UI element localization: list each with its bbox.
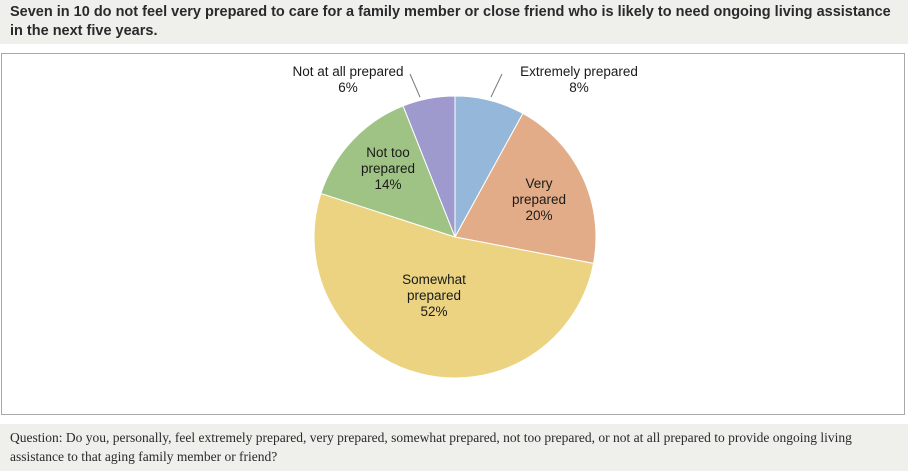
pie-slice-not-too-prepared [320, 105, 456, 238]
slice-label-not-too-prepared: Not too prepared 14% [361, 145, 415, 192]
slice-label-not-at-all-prepared: Not at all prepared 6% [292, 64, 403, 95]
pie-slice-somewhat-prepared [313, 192, 595, 379]
leader-line [409, 73, 421, 98]
pie-slice-very-prepared [454, 112, 597, 265]
pie-slices [313, 95, 597, 379]
slice-label-somewhat-prepared: Somewhat prepared 52% [402, 272, 466, 319]
chart-title: Seven in 10 do not feel very prepared to… [10, 4, 891, 39]
pie-slice-not-at-all-prepared [402, 95, 456, 238]
chart-title-bar: Seven in 10 do not feel very prepared to… [0, 0, 908, 44]
slice-label-extremely-prepared: Extremely prepared 8% [520, 64, 638, 95]
question-bar: Question: Do you, personally, feel extre… [0, 424, 908, 471]
chart-area: Extremely prepared 8% Very prepared 20% Somew… [1, 53, 905, 415]
leader-line [490, 73, 503, 98]
slice-label-very-prepared: Very prepared 20% [512, 176, 566, 223]
pie-chart: Extremely prepared 8% Very prepared 20% Somew… [292, 64, 638, 379]
survey-question: Question: Do you, personally, feel extre… [10, 430, 852, 464]
